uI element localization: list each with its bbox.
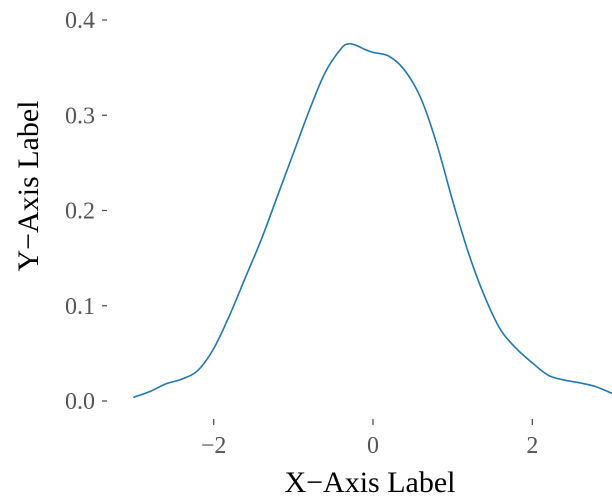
y-tick-label: 0.3 <box>65 103 95 129</box>
x-tick-label: 0 <box>367 433 379 459</box>
y-axis-title: Y−Axis Label <box>12 100 45 271</box>
y-tick-label: 0.0 <box>65 389 95 415</box>
x-tick-label: 2 <box>526 433 538 459</box>
y-tick-label: 0.4 <box>65 8 95 34</box>
density-line <box>133 42 612 398</box>
y-tick-label: 0.1 <box>65 294 95 320</box>
y-tick-label: 0.2 <box>65 199 95 225</box>
x-axis-title: X−Axis Label <box>284 466 455 499</box>
x-axis: −2 0 2 <box>201 419 538 459</box>
x-tick-label: −2 <box>201 433 227 459</box>
y-axis: 0.0 0.1 0.2 0.3 0.4 <box>65 8 107 415</box>
plot-area <box>133 42 612 398</box>
